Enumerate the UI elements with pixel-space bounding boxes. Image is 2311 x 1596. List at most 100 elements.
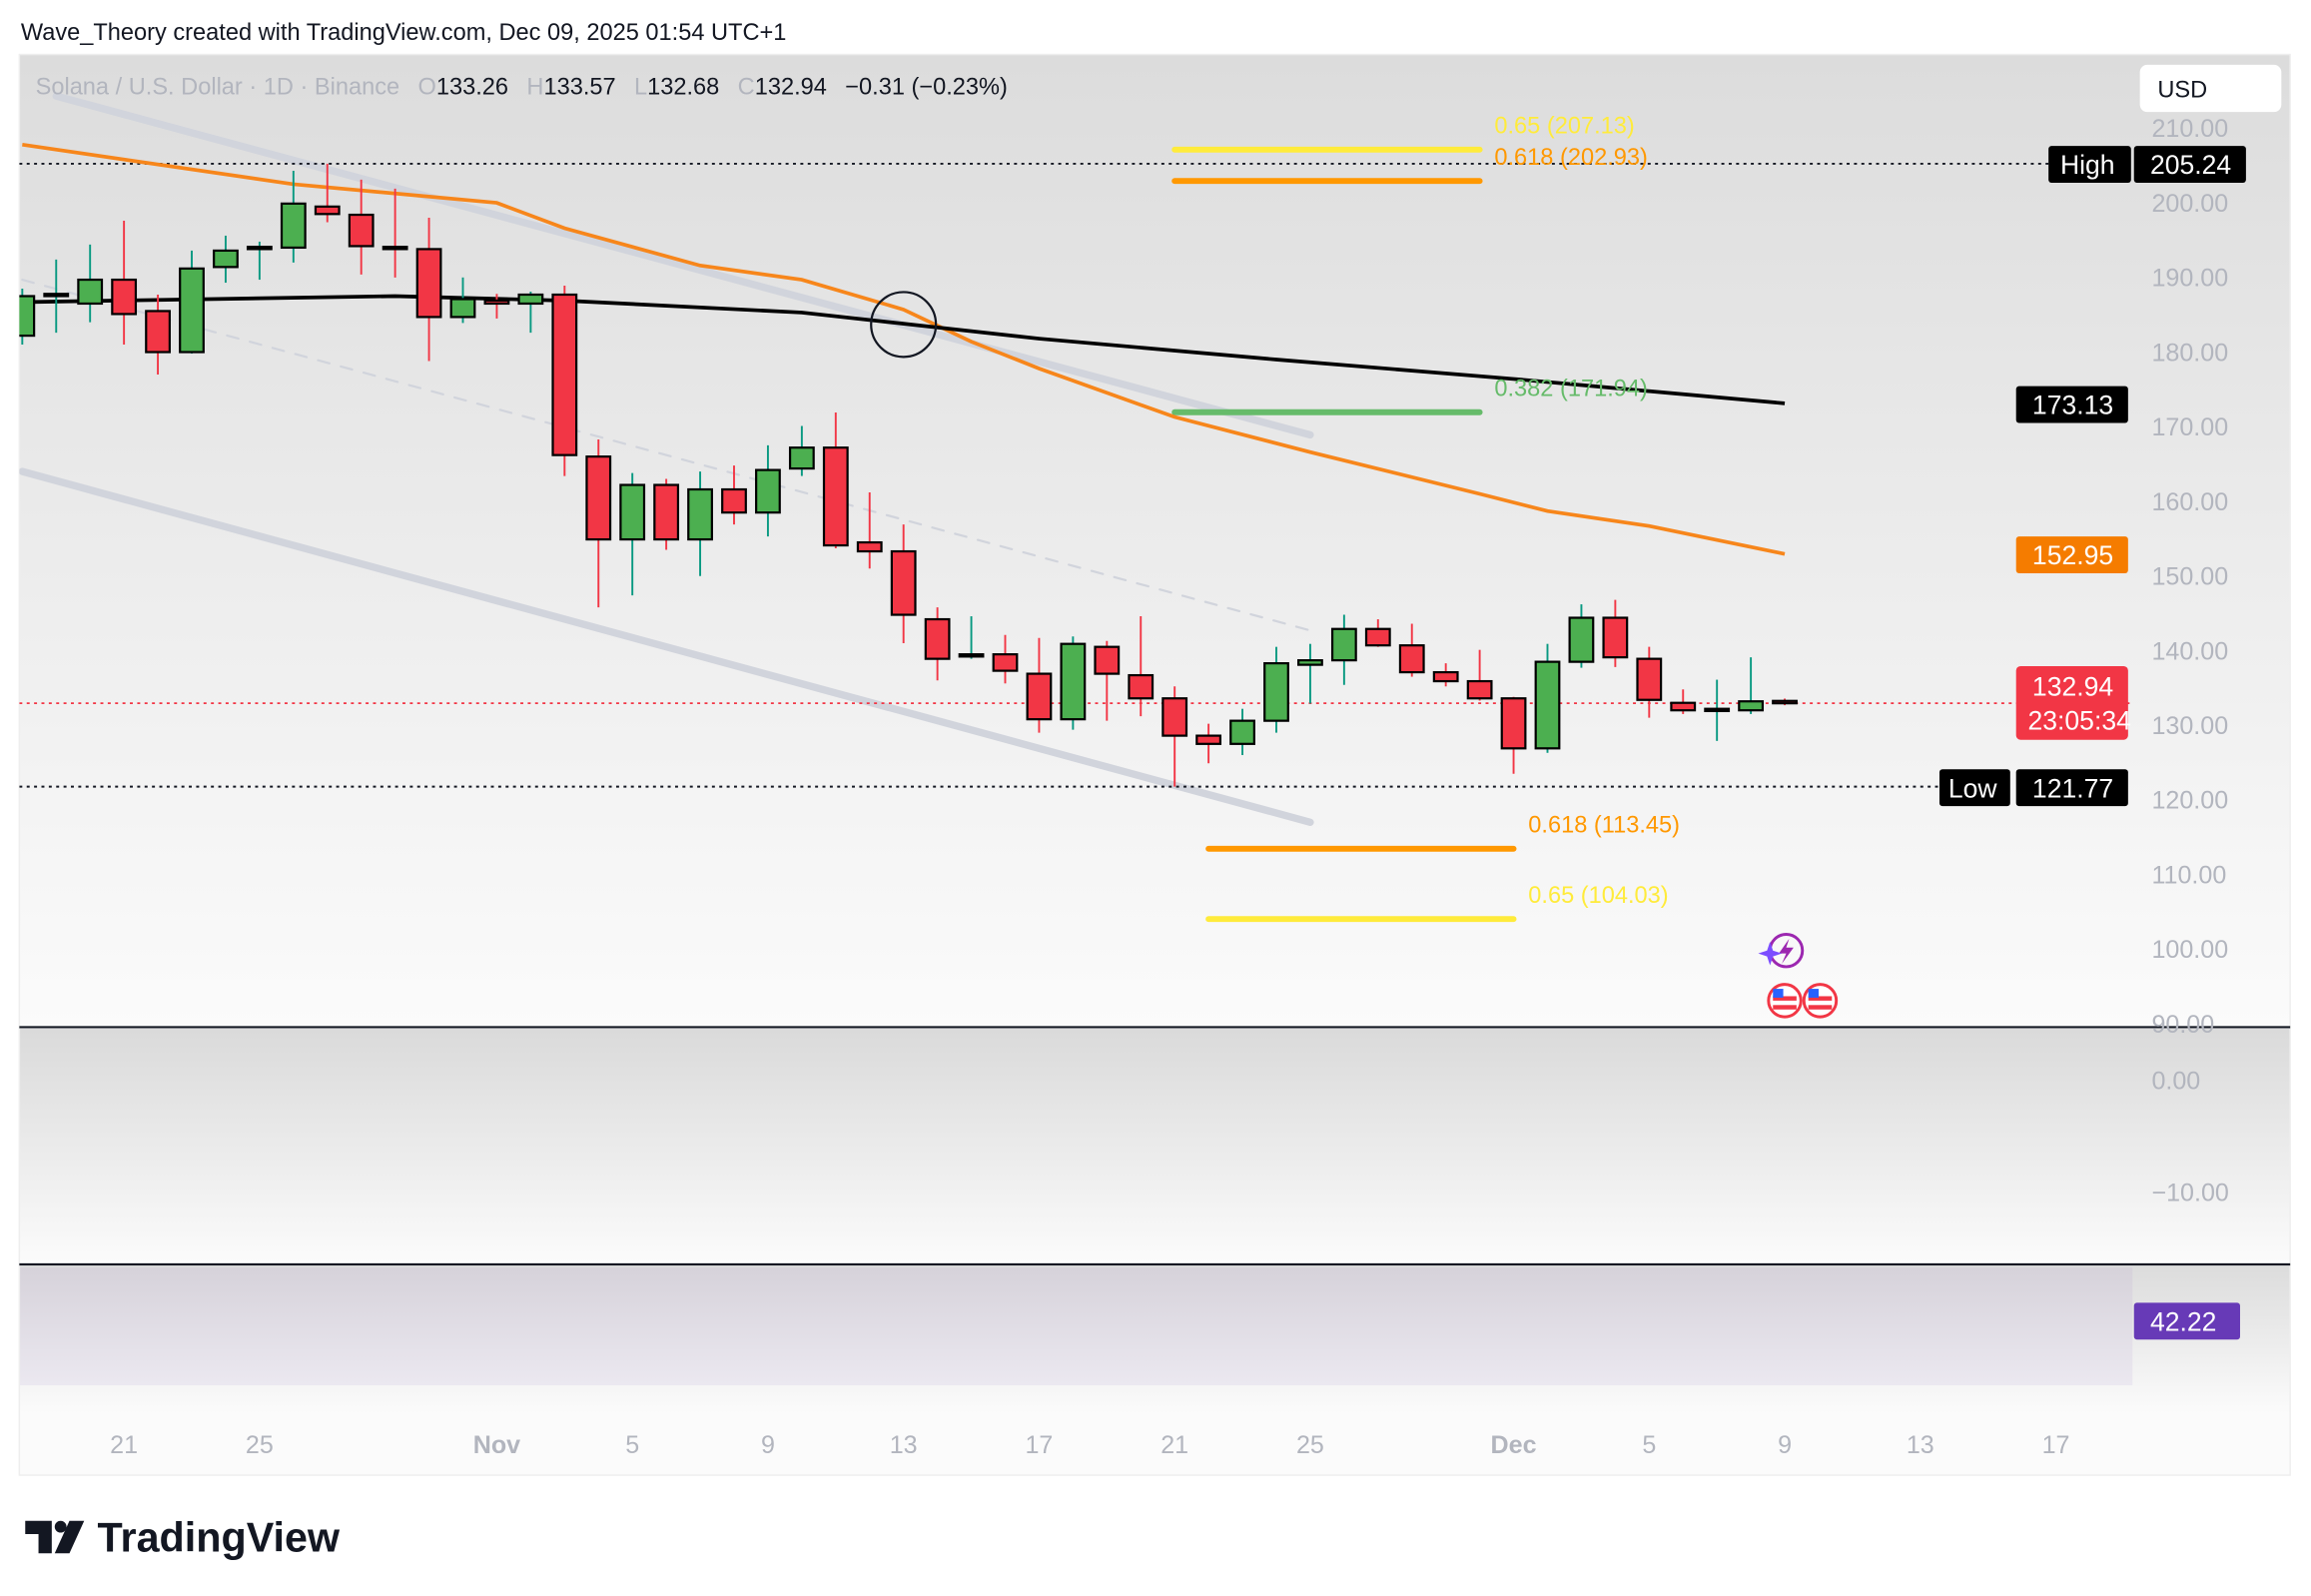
- candle-body: [1432, 670, 1459, 683]
- tradingview-logo[interactable]: TradingView: [25, 1515, 341, 1561]
- candle-body: [517, 293, 544, 306]
- candle-body: [348, 213, 375, 248]
- candle-body: [111, 278, 138, 316]
- candle-body: [653, 483, 680, 541]
- candle-body: [145, 310, 171, 354]
- rsi-value: 42.22: [2150, 1306, 2216, 1336]
- candle-body: [1263, 662, 1289, 722]
- time-axis-label: 9: [1778, 1431, 1792, 1459]
- rsi-value-label: 42.22: [2133, 1302, 2240, 1340]
- price-axis-label: 210.00: [2151, 115, 2228, 143]
- candle-body: [1670, 701, 1697, 712]
- candle-body: [856, 540, 883, 553]
- candle-body: [77, 278, 104, 306]
- candle-body: [314, 205, 341, 216]
- high-marker: High 205.24: [2048, 146, 2246, 183]
- candle-body: [1568, 616, 1595, 663]
- candle-body: [585, 455, 612, 541]
- candle-body: [755, 468, 781, 514]
- time-axis-label: Dec: [1491, 1431, 1537, 1459]
- candle-body: [1500, 697, 1527, 750]
- candle-body: [483, 299, 510, 306]
- candle-body: [551, 293, 578, 456]
- macd-pane[interactable]: [19, 1028, 2291, 1263]
- last-price-label: 132.94 23:05:34: [2015, 665, 2131, 740]
- price-axis-label: 160.00: [2151, 488, 2228, 516]
- candle-body: [1398, 644, 1425, 674]
- candle-body: [687, 487, 713, 541]
- candle-body: [1026, 672, 1053, 721]
- currency-label: USD: [2157, 77, 2207, 103]
- candle-body: [1060, 642, 1087, 721]
- candle-body: [449, 298, 476, 319]
- candle-body: [1602, 616, 1629, 659]
- candle-body: [721, 487, 747, 514]
- circle-annotation: [870, 291, 938, 359]
- low-value: 132.68: [647, 74, 719, 100]
- last-price-value: 132.94: [2032, 671, 2113, 701]
- fib-level-label: 0.618 (202.93): [1494, 145, 1647, 171]
- candle-body: [1195, 734, 1222, 745]
- symbol-name: Solana / U.S. Dollar · 1D · Binance: [36, 74, 400, 100]
- price-axis-label: 200.00: [2151, 190, 2228, 218]
- us-flag-icon[interactable]: [1767, 983, 1803, 1019]
- ema-price-label: 152.95: [2015, 536, 2128, 573]
- time-axis-label: 25: [246, 1431, 274, 1459]
- candle-body: [1738, 700, 1765, 712]
- candle-body: [246, 246, 273, 251]
- time-axis-label: 17: [1025, 1431, 1053, 1459]
- drawings-layer: [19, 92, 2133, 923]
- low-marker-label: Low: [1948, 773, 1998, 803]
- channel-line: [21, 278, 1312, 632]
- price-axis-label: 130.00: [2151, 712, 2228, 740]
- candle-body: [1128, 673, 1155, 700]
- candle-body: [1772, 699, 1798, 705]
- close-value: 132.94: [755, 74, 827, 100]
- symbol-legend[interactable]: Solana / U.S. Dollar · 1D · Binance O133…: [36, 74, 1008, 100]
- time-axis-label: 5: [1642, 1431, 1656, 1459]
- price-axis-label: 150.00: [2151, 563, 2228, 591]
- main-pane[interactable]: [19, 54, 2291, 1028]
- time-axis-label: 13: [890, 1431, 918, 1459]
- bar-countdown: 23:05:34: [2028, 705, 2131, 735]
- candle-body: [1466, 679, 1493, 700]
- price-axis-label: 110.00: [2151, 861, 2226, 889]
- us-flag-icon[interactable]: [1802, 983, 1839, 1019]
- macd-axis-label: −10.00: [2151, 1180, 2228, 1207]
- time-axis[interactable]: [19, 1413, 2291, 1476]
- macd-axis-label: 0.00: [2151, 1067, 2200, 1095]
- price-axis-label: 190.00: [2151, 265, 2228, 293]
- candle-body: [958, 653, 985, 658]
- candle-body: [179, 267, 205, 354]
- watermark-text: Wave_Theory created with TradingView.com…: [21, 20, 787, 46]
- candle-body: [43, 293, 70, 298]
- time-axis-label: 21: [110, 1431, 138, 1459]
- currency-button[interactable]: USD: [2139, 64, 2282, 113]
- high-value: 133.57: [543, 74, 615, 100]
- candle-body: [1704, 707, 1731, 713]
- candle-body: [1534, 660, 1561, 750]
- ma-price-label: 173.13: [2015, 386, 2128, 423]
- candle-body: [1297, 659, 1323, 666]
- chart-frame: [18, 53, 2291, 1476]
- lightning-icon[interactable]: [1758, 933, 1805, 969]
- time-axis-label: Nov: [473, 1431, 520, 1459]
- fib-level-label: 0.382 (171.94): [1494, 377, 1647, 402]
- candle-body: [1094, 645, 1121, 675]
- low-label: L: [634, 74, 647, 100]
- candle-body: [1229, 719, 1255, 745]
- candle-body: [1330, 627, 1357, 662]
- candles-layer: [19, 163, 1798, 787]
- price-axis-label: 100.00: [2151, 936, 2228, 964]
- price-levels-layer: 0.65 (207.13) 0.618 (202.93) 0.382 (171.94…: [1494, 114, 1680, 909]
- high-marker-label: High: [2060, 150, 2115, 180]
- time-axis-label: 21: [1160, 1431, 1188, 1459]
- candle-body: [1364, 627, 1391, 647]
- price-axis-label: 170.00: [2151, 413, 2228, 441]
- fib-level-label: 0.65 (207.13): [1494, 114, 1634, 140]
- high-marker-value: 205.24: [2150, 150, 2231, 180]
- axes-layer: 210.00200.00190.00180.00170.00160.00150.…: [110, 115, 2229, 1459]
- candle-body: [280, 202, 307, 250]
- fib-level-label: 0.65 (104.03): [1528, 883, 1668, 909]
